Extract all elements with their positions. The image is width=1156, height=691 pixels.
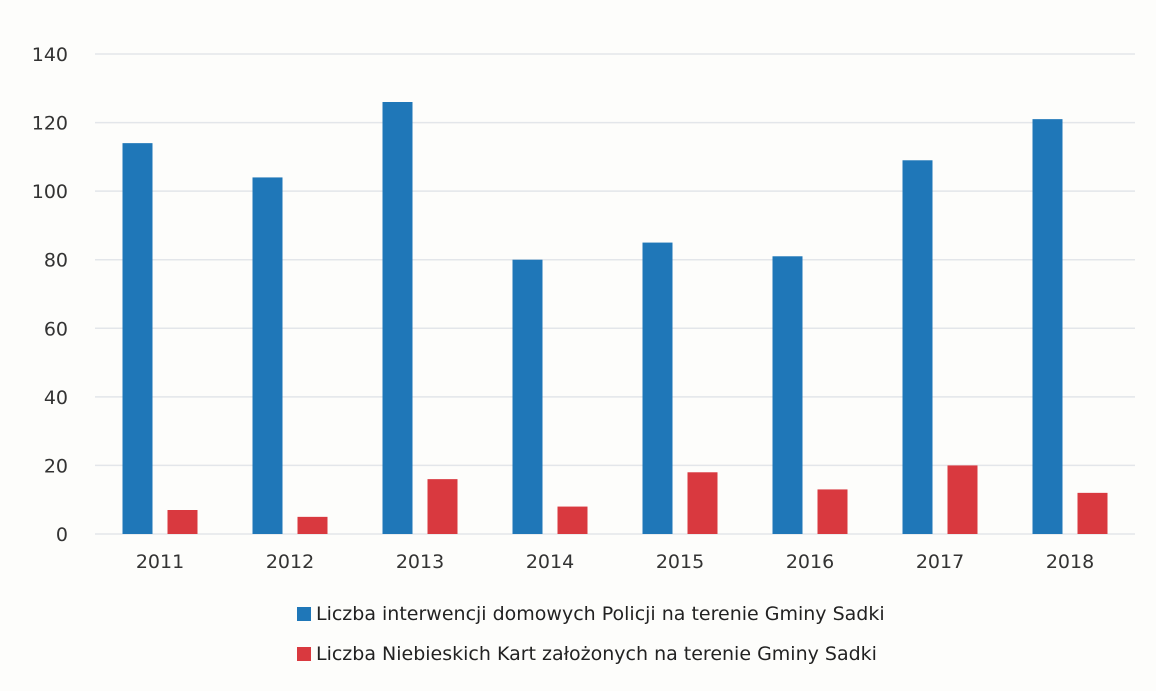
y-tick-label: 40: [44, 387, 68, 409]
x-tick-label: 2018: [1046, 551, 1094, 573]
x-tick-label: 2013: [396, 551, 444, 573]
bar-series-1-2017: [902, 160, 933, 535]
y-tick-label: 100: [32, 181, 68, 203]
gridlines: [95, 53, 1135, 535]
bar-series-2-2016: [817, 489, 848, 534]
y-tick-label: 80: [44, 250, 68, 272]
legend-item: Liczba interwencji domowych Policji na t…: [297, 603, 885, 625]
bar-series-1-2011: [122, 143, 153, 534]
bar-series-2-2011: [167, 510, 198, 534]
x-tick-label: 2015: [656, 551, 704, 573]
bars: [122, 102, 1108, 535]
legend-item: Liczba Niebieskich Kart założonych na te…: [297, 643, 877, 665]
bar-series-2-2014: [557, 506, 588, 534]
legend-swatch: [297, 607, 311, 621]
legend: Liczba interwencji domowych Policji na t…: [297, 603, 885, 665]
bar-series-1-2016: [772, 256, 803, 534]
bar-series-2-2015: [687, 472, 718, 534]
y-tick-label: 60: [44, 318, 68, 340]
y-axis-tick-labels: 0 20 40 60 80 100 120 140: [32, 44, 68, 546]
legend-label: Liczba Niebieskich Kart założonych na te…: [316, 643, 877, 665]
x-tick-label: 2011: [136, 551, 184, 573]
bar-series-1-2018: [1032, 119, 1063, 535]
y-tick-label: 140: [32, 44, 68, 66]
y-tick-label: 20: [44, 455, 68, 477]
bar-series-1-2012: [252, 177, 283, 534]
y-tick-label: 120: [32, 113, 68, 135]
legend-swatch: [297, 647, 311, 661]
x-axis-tick-labels: 2011 2012 2013 2014 2015 2016 2017 2018: [136, 551, 1094, 573]
x-tick-label: 2016: [786, 551, 834, 573]
y-tick-label: 0: [56, 524, 68, 546]
bar-series-2-2018: [1077, 492, 1108, 534]
bar-series-2-2012: [297, 516, 328, 534]
legend-label: Liczba interwencji domowych Policji na t…: [316, 603, 885, 625]
bar-series-1-2014: [512, 259, 543, 534]
bar-series-1-2013: [382, 102, 413, 534]
bar-series-2-2017: [947, 465, 978, 534]
x-tick-label: 2014: [526, 551, 574, 573]
bar-series-2-2013: [427, 479, 458, 534]
x-tick-label: 2012: [266, 551, 314, 573]
bar-series-1-2015: [642, 242, 673, 535]
x-tick-label: 2017: [916, 551, 964, 573]
